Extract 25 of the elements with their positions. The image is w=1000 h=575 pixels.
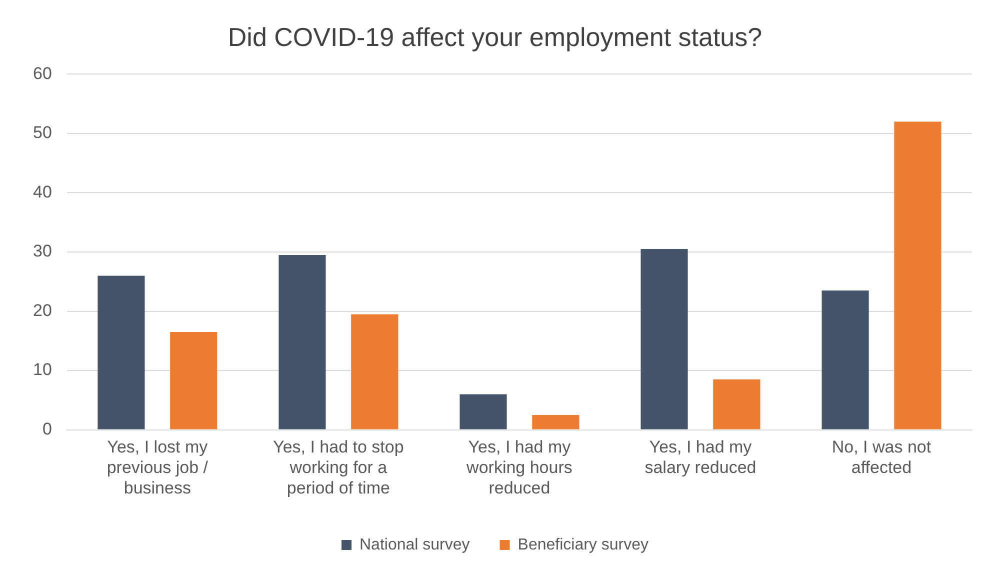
bar [278,254,326,430]
y-tick-label: 50 [32,123,52,142]
chart-title: Did COVID-19 affect your employment status? [228,22,762,52]
bar [98,276,145,430]
bar [713,379,760,430]
y-tick-label: 30 [32,242,52,261]
y-tick-label: 20 [32,300,52,320]
legend-label: National survey [360,536,470,554]
legend-label: Beneficiary survey [518,536,648,554]
x-tick-label: Yes, I had to stop working for a period of time [273,438,404,498]
x-tick-label: Yes, I had my salary reduced [644,438,756,478]
bar [822,290,869,430]
y-tick-label: 60 [32,64,52,83]
x-tick-label: No, I was not affected [832,438,932,478]
y-tick-label: 10 [32,360,52,380]
y-tick-label: 40 [32,182,52,202]
y-tick-label: 0 [42,419,52,438]
bar [532,414,580,430]
bar [351,314,398,430]
x-tick-label: Yes, I lost my previous job / business [106,438,208,498]
bar [640,249,688,430]
bar [460,394,507,430]
x-tick-label: Yes, I had my working hours reduced [466,438,572,498]
bar [894,122,942,430]
bar [170,332,218,430]
